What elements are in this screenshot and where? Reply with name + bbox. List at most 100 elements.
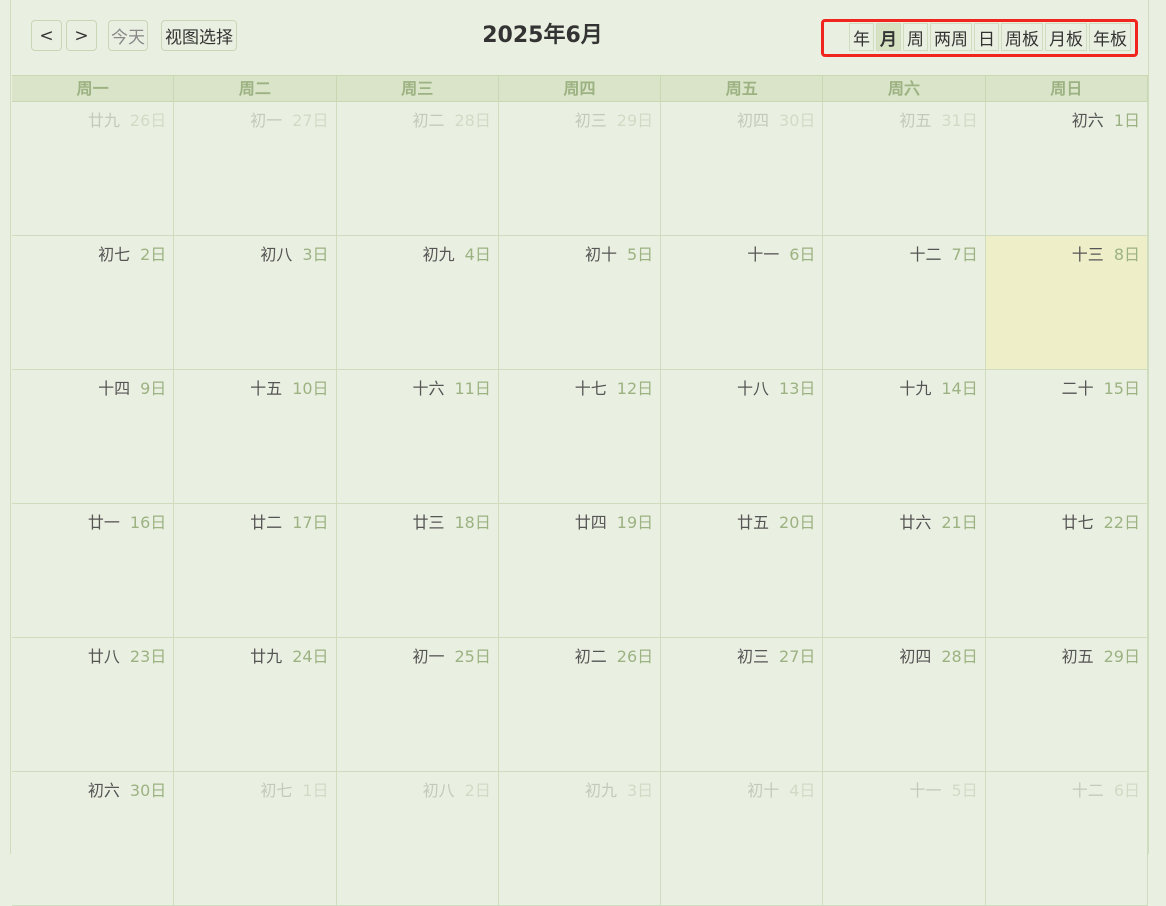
day-cell[interactable]: 初五 31日 bbox=[823, 102, 986, 236]
day-cell[interactable]: 初一 27日 bbox=[174, 102, 337, 236]
day-cell[interactable]: 初七 2日 bbox=[12, 236, 175, 370]
day-number: 28日 bbox=[454, 111, 491, 130]
view-button-3[interactable]: 两周 bbox=[930, 23, 972, 51]
day-cell[interactable]: 十六 11日 bbox=[336, 370, 499, 504]
day-cell[interactable]: 初九 4日 bbox=[336, 236, 499, 370]
lunar-date: 十五 bbox=[250, 379, 283, 398]
lunar-date: 初九 bbox=[422, 245, 455, 264]
lunar-date: 初八 bbox=[260, 245, 293, 264]
day-number: 12日 bbox=[616, 379, 654, 398]
lunar-date: 初四 bbox=[737, 111, 770, 130]
lunar-date: 十二 bbox=[909, 245, 942, 264]
day-number: 2日 bbox=[140, 245, 167, 264]
weekday-label: 周日 bbox=[986, 76, 1148, 101]
day-number: 3日 bbox=[302, 245, 329, 264]
day-cell[interactable]: 十八 13日 bbox=[661, 370, 824, 504]
lunar-date: 初四 bbox=[899, 647, 932, 666]
day-number: 19日 bbox=[616, 513, 654, 532]
lunar-date: 初七 bbox=[260, 781, 293, 800]
lunar-date: 初三 bbox=[737, 647, 770, 666]
day-number: 3日 bbox=[626, 781, 654, 800]
day-cell[interactable]: 廿九 26日 bbox=[12, 102, 175, 236]
view-button-4[interactable]: 日 bbox=[974, 23, 999, 51]
day-number: 1日 bbox=[1113, 111, 1140, 130]
day-cell[interactable]: 初六 1日 bbox=[985, 102, 1148, 236]
day-number: 28日 bbox=[941, 647, 978, 666]
day-number: 13日 bbox=[779, 379, 816, 398]
day-number: 29日 bbox=[1103, 647, 1140, 666]
lunar-date: 初五 bbox=[1061, 647, 1094, 666]
day-number: 9日 bbox=[140, 379, 167, 398]
day-number: 4日 bbox=[789, 781, 816, 800]
weekday-label: 周六 bbox=[823, 76, 986, 101]
day-cell[interactable]: 廿九 24日 bbox=[174, 638, 337, 772]
day-cell[interactable]: 十四 9日 bbox=[12, 370, 175, 504]
day-cell[interactable]: 初二 28日 bbox=[336, 102, 499, 236]
month-grid: 廿九 26日 初一 27日 初二 28日 初三 29日 初四 30日 初五 31日 初六 1日 初七 2日 初八… bbox=[12, 102, 1148, 906]
day-cell[interactable]: 廿一 16日 bbox=[12, 504, 175, 638]
day-cell[interactable]: 初七 1日 bbox=[174, 772, 337, 906]
day-number: 20日 bbox=[779, 513, 816, 532]
day-cell[interactable]: 初八 3日 bbox=[174, 236, 337, 370]
day-number: 2日 bbox=[464, 781, 491, 800]
weekday-label: 周一 bbox=[12, 76, 175, 101]
day-cell[interactable]: 十一 5日 bbox=[823, 772, 986, 906]
day-number: 5日 bbox=[626, 245, 654, 264]
lunar-date: 廿一 bbox=[87, 513, 120, 532]
day-cell[interactable]: 十五 10日 bbox=[174, 370, 337, 504]
day-cell[interactable]: 二十 15日 bbox=[985, 370, 1148, 504]
day-cell[interactable]: 初三 27日 bbox=[661, 638, 824, 772]
day-cell[interactable]: 廿五 20日 bbox=[661, 504, 824, 638]
day-cell-today[interactable]: 十三 8日 bbox=[985, 236, 1148, 370]
view-select-button[interactable]: 视图选择 bbox=[161, 20, 237, 51]
day-cell[interactable]: 初一 25日 bbox=[336, 638, 499, 772]
lunar-date: 廿八 bbox=[87, 647, 120, 666]
weekday-label: 周二 bbox=[174, 76, 337, 101]
weekday-label: 周三 bbox=[337, 76, 499, 101]
day-cell[interactable]: 初五 29日 bbox=[985, 638, 1148, 772]
day-cell[interactable]: 廿八 23日 bbox=[12, 638, 175, 772]
day-cell[interactable]: 初四 30日 bbox=[661, 102, 824, 236]
today-button[interactable]: 今天 bbox=[108, 20, 148, 51]
view-button-6[interactable]: 月板 bbox=[1045, 23, 1087, 51]
day-cell[interactable]: 初十 5日 bbox=[498, 236, 662, 370]
weekday-header: 周一 周二 周三 周四 周五 周六 周日 bbox=[12, 75, 1148, 102]
view-button-2[interactable]: 周 bbox=[903, 23, 928, 51]
view-button-5[interactable]: 周板 bbox=[1001, 23, 1043, 51]
view-button-0[interactable]: 年 bbox=[849, 23, 874, 51]
day-number: 5日 bbox=[951, 781, 978, 800]
day-cell[interactable]: 廿四 19日 bbox=[498, 504, 662, 638]
day-cell[interactable]: 初二 26日 bbox=[498, 638, 662, 772]
day-cell[interactable]: 十九 14日 bbox=[823, 370, 986, 504]
lunar-date: 初十 bbox=[747, 781, 780, 800]
day-cell[interactable]: 十七 12日 bbox=[498, 370, 662, 504]
day-number: 27日 bbox=[779, 647, 816, 666]
day-cell[interactable]: 十一 6日 bbox=[661, 236, 824, 370]
day-cell[interactable]: 廿二 17日 bbox=[174, 504, 337, 638]
view-button-1[interactable]: 月 bbox=[876, 23, 901, 51]
day-cell[interactable]: 廿三 18日 bbox=[336, 504, 499, 638]
day-cell[interactable]: 初十 4日 bbox=[661, 772, 824, 906]
lunar-date: 初六 bbox=[1071, 111, 1104, 130]
day-number: 26日 bbox=[129, 111, 167, 130]
day-cell[interactable]: 初三 29日 bbox=[498, 102, 662, 236]
day-cell[interactable]: 廿七 22日 bbox=[985, 504, 1148, 638]
prev-month-button[interactable]: < bbox=[31, 20, 62, 51]
day-cell[interactable]: 初六 30日 bbox=[12, 772, 175, 906]
day-cell[interactable]: 初八 2日 bbox=[336, 772, 499, 906]
lunar-date: 十七 bbox=[574, 379, 607, 398]
day-cell[interactable]: 十二 6日 bbox=[985, 772, 1148, 906]
day-number: 30日 bbox=[129, 781, 167, 800]
calendar-frame bbox=[10, 0, 1149, 854]
next-month-button[interactable]: > bbox=[66, 20, 97, 51]
view-button-7[interactable]: 年板 bbox=[1089, 23, 1131, 51]
lunar-date: 初八 bbox=[422, 781, 455, 800]
lunar-date: 十二 bbox=[1071, 781, 1104, 800]
day-cell[interactable]: 十二 7日 bbox=[823, 236, 986, 370]
lunar-date: 二十 bbox=[1061, 379, 1094, 398]
lunar-date: 初九 bbox=[584, 781, 617, 800]
day-cell[interactable]: 初九 3日 bbox=[498, 772, 662, 906]
lunar-date: 十六 bbox=[412, 379, 445, 398]
day-cell[interactable]: 廿六 21日 bbox=[823, 504, 986, 638]
day-cell[interactable]: 初四 28日 bbox=[823, 638, 986, 772]
